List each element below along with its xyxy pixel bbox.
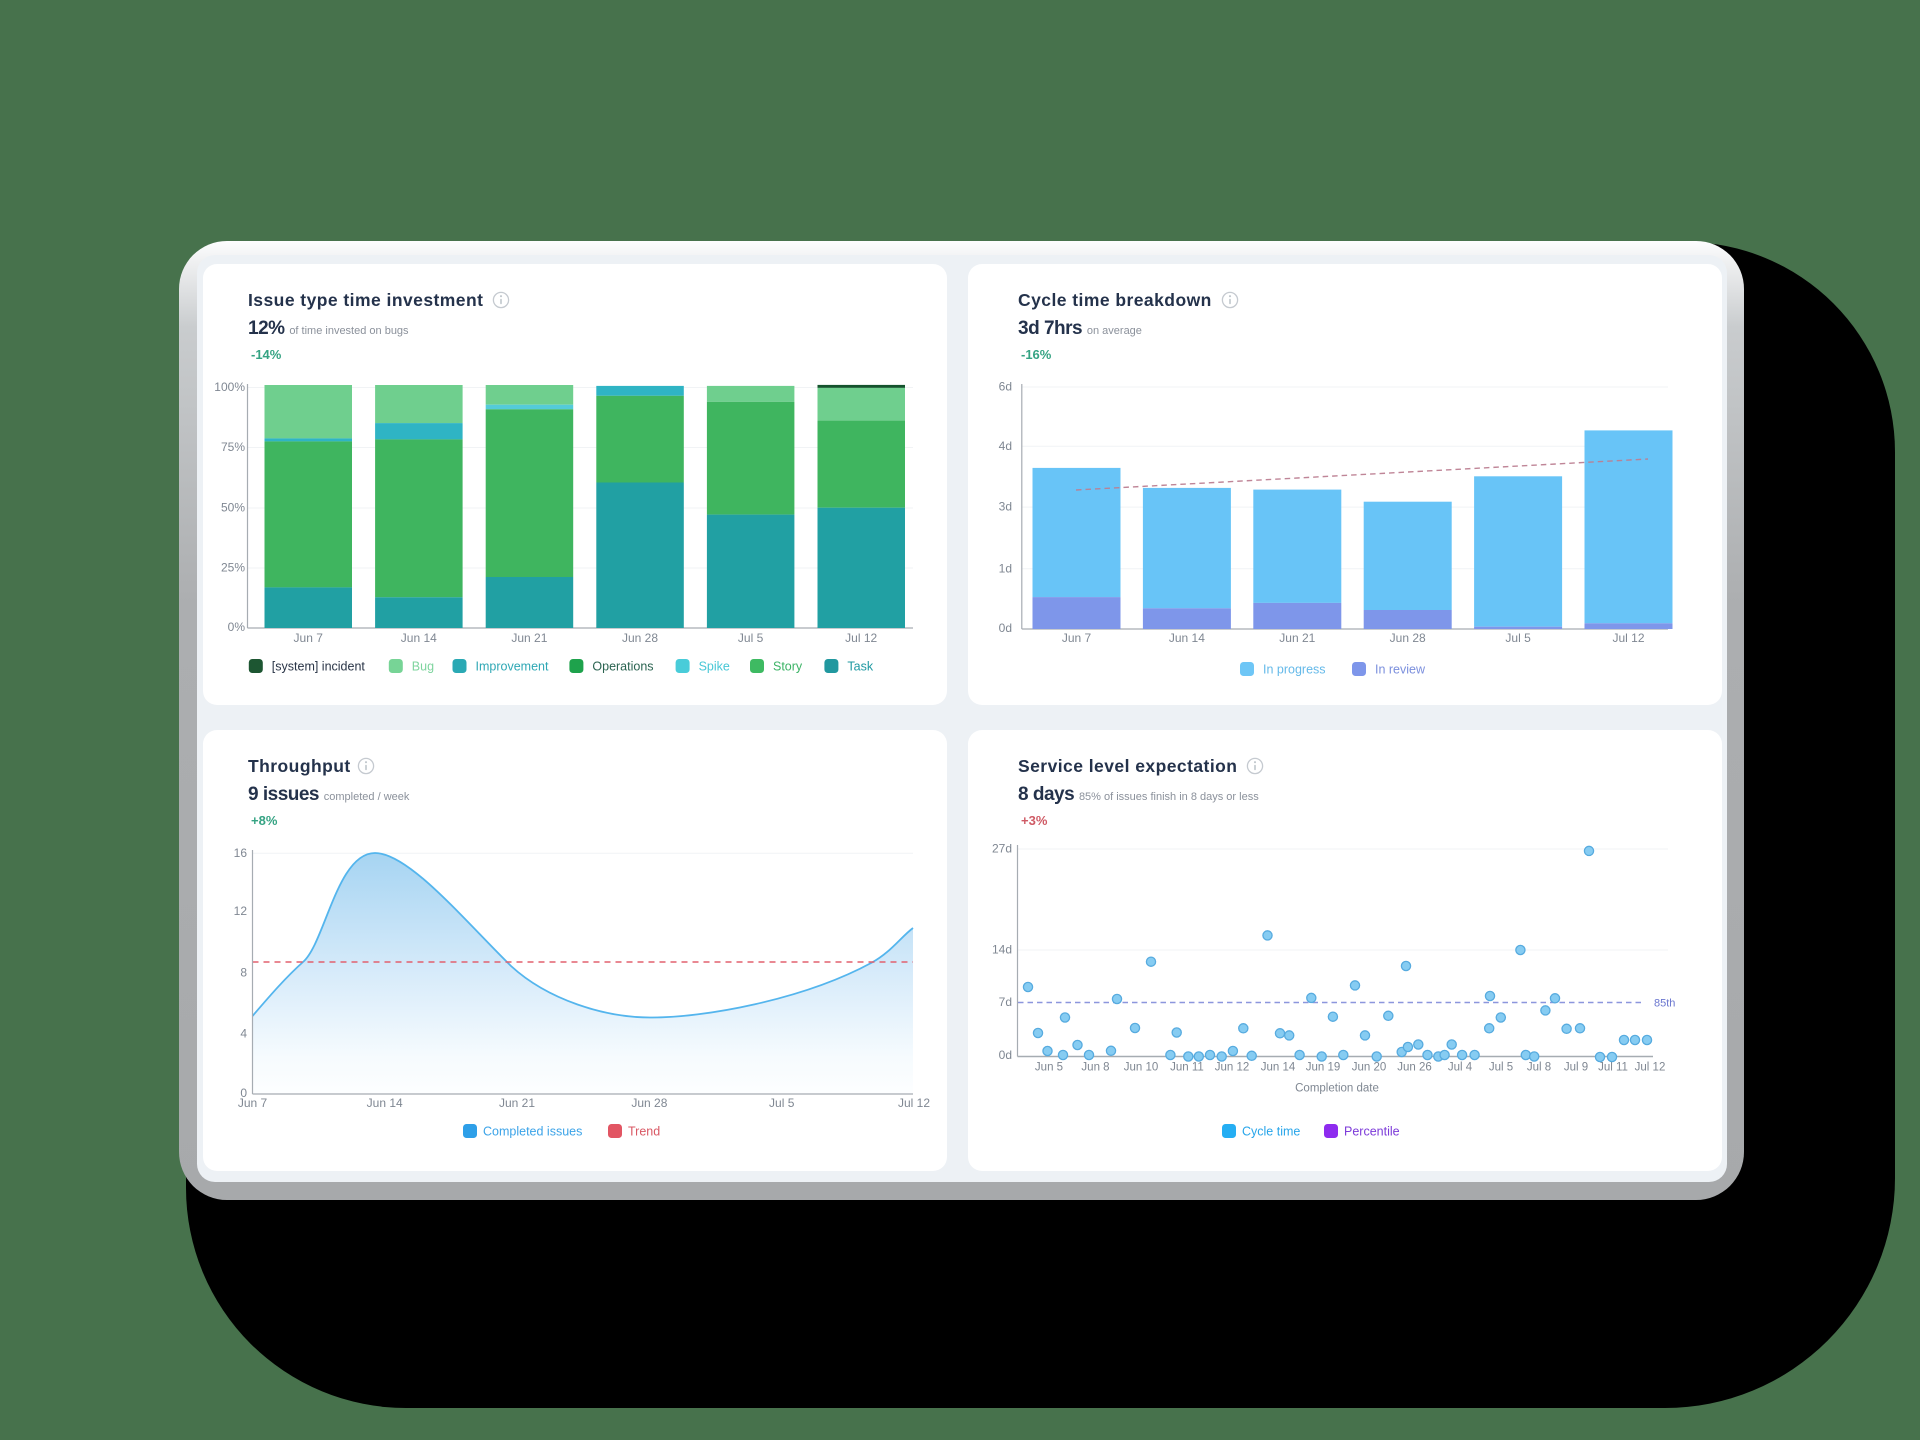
svg-text:1d: 1d [999, 561, 1012, 575]
svg-text:0%: 0% [228, 620, 246, 634]
svg-text:Jun 14: Jun 14 [1261, 1062, 1296, 1074]
svg-text:Jun 7: Jun 7 [294, 631, 324, 645]
svg-text:Trend: Trend [628, 1125, 660, 1139]
svg-text:Jun 20: Jun 20 [1352, 1062, 1387, 1074]
svg-text:Jul 12: Jul 12 [898, 1096, 930, 1110]
svg-text:Jun 28: Jun 28 [1390, 631, 1426, 645]
svg-text:Jun 14: Jun 14 [401, 631, 437, 645]
svg-text:Task: Task [847, 660, 873, 674]
svg-text:Completion date: Completion date [1295, 1083, 1379, 1095]
svg-text:Jun 10: Jun 10 [1124, 1062, 1159, 1074]
svg-text:8: 8 [240, 966, 247, 980]
svg-text:100%: 100% [214, 380, 245, 394]
svg-text:Operations: Operations [592, 660, 653, 674]
svg-text:25%: 25% [221, 561, 245, 575]
svg-text:Completed issues: Completed issues [483, 1125, 582, 1139]
svg-text:In progress: In progress [1263, 663, 1326, 677]
svg-text:6d: 6d [999, 380, 1012, 394]
svg-text:Jun 8: Jun 8 [1081, 1062, 1109, 1074]
svg-text:4: 4 [240, 1027, 247, 1041]
svg-text:Jun 11: Jun 11 [1170, 1062, 1204, 1074]
svg-text:50%: 50% [221, 501, 245, 515]
svg-text:4d: 4d [999, 439, 1012, 453]
svg-text:Jun 26: Jun 26 [1397, 1062, 1432, 1074]
svg-text:Jun 21: Jun 21 [511, 631, 547, 645]
svg-text:75%: 75% [221, 440, 245, 454]
svg-text:14d: 14d [992, 943, 1012, 957]
svg-text:Jun 21: Jun 21 [1279, 631, 1315, 645]
svg-text:Jun 12: Jun 12 [1215, 1062, 1250, 1074]
svg-text:Percentile: Percentile [1344, 1125, 1400, 1139]
svg-text:27d: 27d [992, 842, 1012, 856]
svg-text:Jul 11: Jul 11 [1598, 1062, 1628, 1074]
svg-text:Jul 5: Jul 5 [738, 631, 764, 645]
svg-text:Jul 12: Jul 12 [1635, 1062, 1666, 1074]
svg-text:Jun 7: Jun 7 [238, 1096, 268, 1110]
svg-text:Jun 14: Jun 14 [1169, 631, 1205, 645]
svg-text:Story: Story [773, 660, 803, 674]
svg-text:Jun 19: Jun 19 [1306, 1062, 1341, 1074]
svg-text:Jun 7: Jun 7 [1062, 631, 1092, 645]
svg-text:0: 0 [240, 1086, 247, 1100]
svg-text:Bug: Bug [412, 660, 434, 674]
svg-text:16: 16 [234, 846, 248, 860]
svg-text:Jul 5: Jul 5 [769, 1096, 795, 1110]
svg-text:0d: 0d [999, 1048, 1012, 1062]
svg-text:Jul 4: Jul 4 [1448, 1062, 1473, 1074]
svg-text:Jul 5: Jul 5 [1505, 631, 1531, 645]
svg-text:Jul 9: Jul 9 [1564, 1062, 1588, 1074]
svg-text:Jul 12: Jul 12 [1612, 631, 1644, 645]
svg-text:Jun 21: Jun 21 [499, 1096, 535, 1110]
svg-text:Spike: Spike [699, 660, 730, 674]
svg-text:Improvement: Improvement [476, 660, 549, 674]
svg-text:7d: 7d [999, 995, 1012, 1009]
svg-text:Jun 14: Jun 14 [367, 1096, 403, 1110]
svg-text:12: 12 [234, 904, 248, 918]
svg-text:0d: 0d [999, 621, 1012, 635]
svg-text:Cycle time: Cycle time [1242, 1125, 1300, 1139]
svg-text:Jun 28: Jun 28 [622, 631, 658, 645]
svg-text:85th: 85th [1654, 998, 1675, 1010]
svg-text:In review: In review [1375, 663, 1426, 677]
svg-text:[system] incident: [system] incident [272, 660, 366, 674]
svg-text:Jul 5: Jul 5 [1489, 1062, 1513, 1074]
svg-text:Jul 12: Jul 12 [845, 631, 877, 645]
svg-text:Jul 8: Jul 8 [1527, 1062, 1551, 1074]
svg-text:Jun 5: Jun 5 [1035, 1062, 1063, 1074]
svg-text:Jun 28: Jun 28 [631, 1096, 667, 1110]
svg-text:3d: 3d [999, 500, 1012, 514]
